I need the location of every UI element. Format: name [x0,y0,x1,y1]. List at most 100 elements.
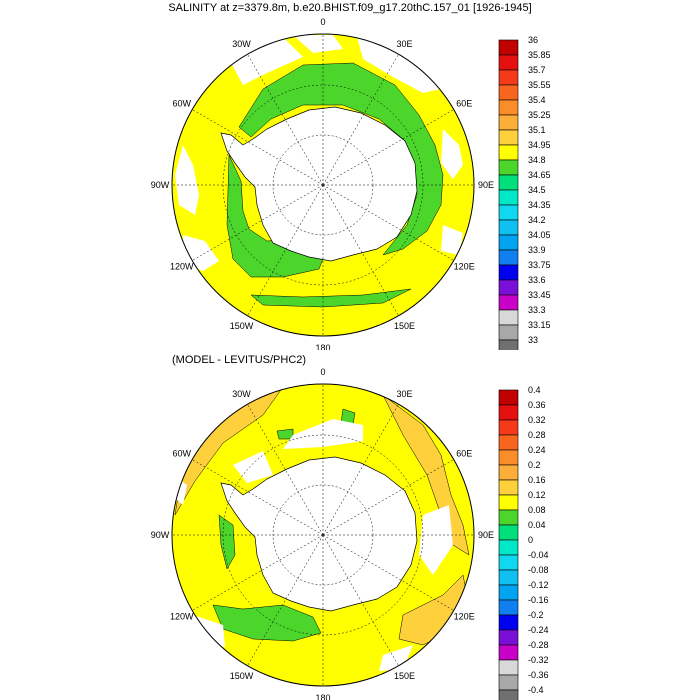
colorbar-label: 0.32 [528,415,546,425]
longitude-label: 60W [173,99,192,109]
longitude-label: 60E [456,449,472,459]
colorbar-swatch [498,629,519,646]
colorbar-label: 35.25 [528,110,551,120]
meridian-line [247,54,324,186]
meridian-line [247,184,324,316]
meridian-line [192,534,324,611]
field-region-secondary [276,428,294,440]
colorbar-label: -0.12 [528,580,549,590]
colorbar-swatch [498,189,519,206]
colorbar-swatch [498,114,519,131]
meridian-line [322,534,454,611]
colorbar-label: 35.85 [528,50,551,60]
colorbar-swatch [498,279,519,296]
salinity-map-figure: 0 30E 60E 90E 120E 150E 180 150W 120W 90W 60W 30W 3… [151,17,551,350]
colorbar: 36 35.85 35.7 35.55 35.4 35.25 35.1 34.95 34.8 34… [498,35,551,350]
colorbar-swatch [498,159,519,176]
colorbar-label: 33.75 [528,260,551,270]
colorbar-label: -0.32 [528,655,549,665]
colorbar-swatch [498,249,519,266]
antarctica-continent [220,456,418,612]
colorbar-swatch [498,584,519,601]
colorbar-label: 33.15 [528,320,551,330]
colorbar-label: 33.6 [528,275,546,285]
panel-title: SALINITY at z=3379.8m, b.e20.BHIST.f09_g… [168,2,532,14]
longitude-label: 60E [456,99,472,109]
missing-data-region [419,505,453,575]
colorbar-swatch [498,234,519,251]
map-frame [171,383,475,687]
colorbar-swatch [498,569,519,586]
meridian-line [192,184,324,261]
salinity-panel: SALINITY at z=3379.8m, b.e20.BHIST.f09_g… [151,2,551,350]
colorbar-label: 0.04 [528,520,546,530]
longitude-label: 90W [151,530,170,540]
colorbar-swatch [498,494,519,511]
colorbar-label: -0.24 [528,625,549,635]
colorbar-swatch [498,674,519,691]
colorbar-label: -0.16 [528,595,549,605]
meridian-line [247,534,324,666]
colorbar-swatch [498,309,519,326]
colorbar-label: 0 [528,535,533,545]
colorbar-label: 34.65 [528,170,551,180]
colorbar-swatch [498,539,519,556]
colorbar-swatch [498,434,519,451]
colorbar-swatch [498,659,519,676]
difference-map-figure: 0 30E 60E 90E 120E 150E 180 150W 120W 90W 60W 30W 0… [151,367,549,700]
colorbar-label: 33 [528,335,538,345]
longitude-label: 30W [232,389,251,399]
colorbar: 0.4 0.36 0.32 0.28 0.24 0.2 0.16 0.12 0.08 0.04 0 -… [498,385,549,700]
colorbar-swatch [498,144,519,161]
colorbar-label: 33.45 [528,290,551,300]
colorbar-swatch [498,204,519,221]
colorbar-swatch [498,129,519,146]
colorbar-label: -0.04 [528,550,549,560]
longitude-label: 120W [170,262,194,272]
polar-map: 0 30E 60E 90E 120E 150E 180 150W 120W 90W 60W 30W [151,17,494,350]
longitude-label: 90E [478,180,494,190]
colorbar-swatch [498,644,519,661]
colorbar-swatch [498,339,519,350]
meridian-line [322,184,454,261]
missing-data-region [357,37,449,93]
colorbar-label: 34.95 [528,140,551,150]
field-region-secondary [212,604,322,642]
polar-map: 0 30E 60E 90E 120E 150E 180 150W 120W 90W 60W 30W [151,367,494,700]
difference-panel: (MODEL - LEVITUS/PHC2) 0 30E 60E 90E 120E 150… [0,350,700,700]
colorbar-label: -0.28 [528,640,549,650]
longitude-label: 120E [454,612,475,622]
colorbar-swatch [498,599,519,616]
colorbar-label: 0.16 [528,475,546,485]
missing-data-region [441,129,463,179]
colorbar-label: 35.55 [528,80,551,90]
antarctica-continent [220,106,418,262]
colorbar-label: 34.05 [528,230,551,240]
colorbar-swatch [498,264,519,281]
colorbar-swatch [498,554,519,571]
colorbar-swatch [498,99,519,116]
colorbar-label: -0.08 [528,565,549,575]
colorbar-label: 33.3 [528,305,546,315]
colorbar-label: 35.4 [528,95,546,105]
colorbar-swatch [498,449,519,466]
colorbar-swatch [498,54,519,71]
colorbar-swatch [498,479,519,496]
colorbar-swatch [498,294,519,311]
colorbar-label: 34.2 [528,215,546,225]
colorbar-label: 0.08 [528,505,546,515]
colorbar-label: 36 [528,35,538,45]
colorbar-label: 33.9 [528,245,546,255]
colorbar-swatch [498,389,519,406]
colorbar-label: 35.1 [528,125,546,135]
colorbar-swatch [498,614,519,631]
meridian-line [322,109,454,186]
longitude-label: 90E [478,530,494,540]
colorbar-label: -0.4 [528,685,544,695]
meridian-line [322,534,399,666]
colorbar-swatch [498,84,519,101]
missing-data-region [175,145,199,215]
colorbar-swatch [498,509,519,526]
colorbar-swatch [498,39,519,56]
meridian-line [322,54,399,186]
